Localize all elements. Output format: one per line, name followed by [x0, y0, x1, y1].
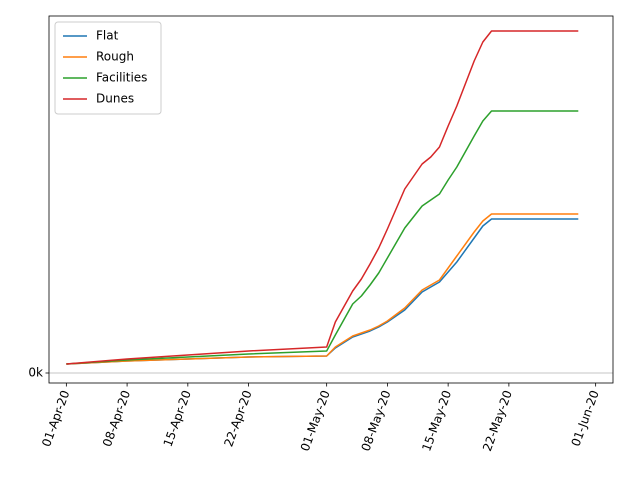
x-tick-label: 01-Apr-20 — [39, 388, 72, 448]
series-line — [66, 110, 579, 365]
x-tick-label: 01-May-20 — [298, 388, 333, 453]
x-tick-label: 15-Apr-20 — [161, 388, 194, 448]
legend-box — [54, 21, 162, 115]
legend: Flat Rough Facilities Dunes — [54, 21, 162, 115]
series-line — [66, 30, 579, 365]
legend-label: Flat — [96, 29, 119, 43]
x-tick-label: 22-Apr-20 — [221, 388, 254, 448]
series-line — [66, 218, 579, 365]
series-line — [66, 213, 579, 365]
legend-label: Facilities — [96, 71, 147, 85]
x-tick-label: 01-Jun-20 — [569, 388, 602, 448]
legend-label: Rough — [96, 50, 134, 64]
legend-label: Dunes — [96, 92, 134, 106]
plot-frame — [48, 15, 614, 384]
x-tick-label: 08-Apr-20 — [100, 388, 133, 448]
x-tick-label: 22-May-20 — [480, 388, 515, 453]
y-tick-label: 0k — [28, 366, 43, 380]
x-tick-label: 15-May-20 — [419, 388, 454, 453]
x-tick-label: 08-May-20 — [359, 388, 394, 453]
